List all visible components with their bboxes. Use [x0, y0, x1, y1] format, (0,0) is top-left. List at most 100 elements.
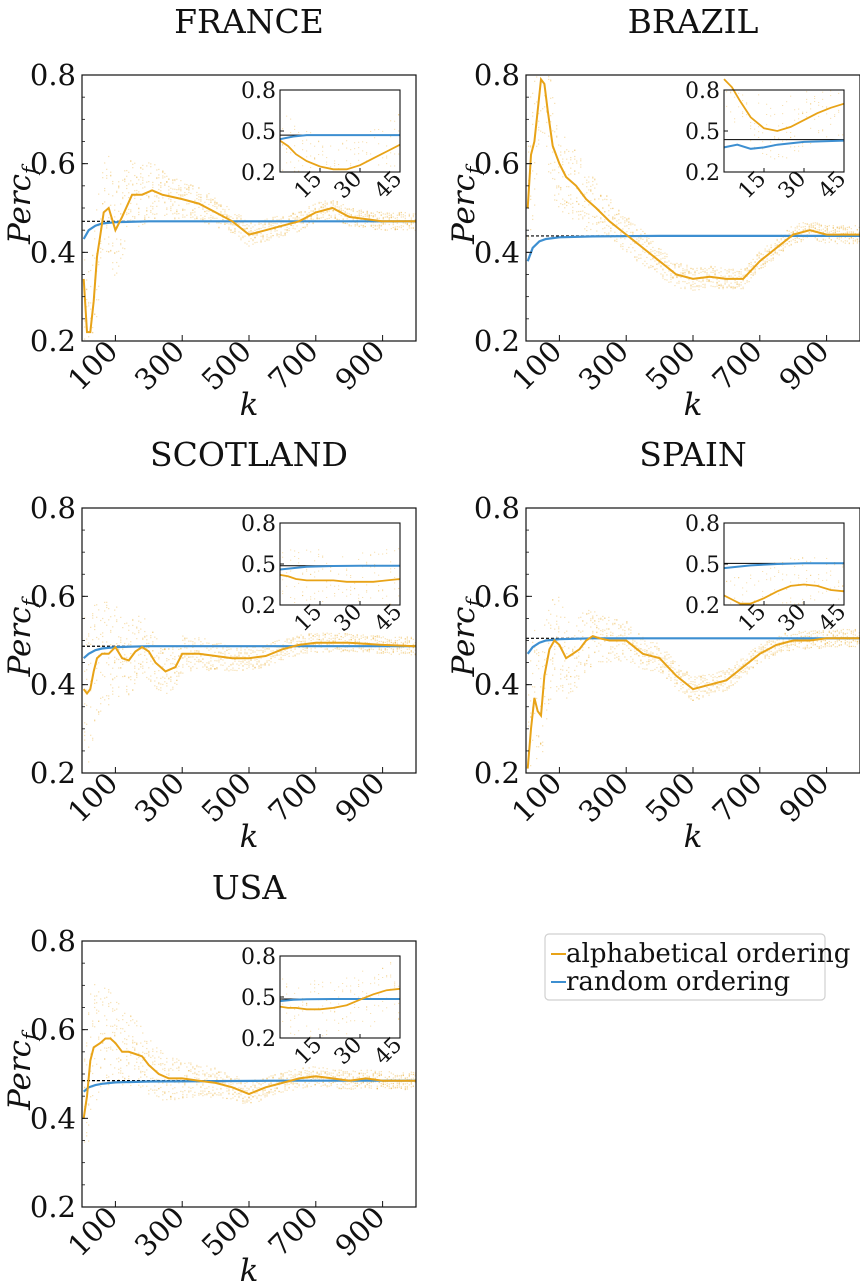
inset-run-dot	[286, 148, 288, 150]
run-dot	[128, 171, 130, 173]
run-dot	[408, 646, 410, 649]
inset-run-dot	[362, 150, 364, 152]
run-dot	[334, 634, 336, 636]
run-dot	[154, 680, 156, 682]
run-dot	[262, 236, 264, 238]
run-dot	[576, 656, 578, 658]
run-dot	[756, 254, 758, 256]
run-dot	[256, 234, 258, 237]
run-dot	[92, 739, 94, 741]
run-dot	[590, 665, 592, 668]
run-dot	[578, 214, 580, 216]
run-dot	[766, 261, 768, 263]
run-dot	[692, 268, 694, 270]
y-axis-label-base: Perc	[2, 174, 38, 245]
run-dot	[312, 638, 314, 640]
run-dot	[566, 674, 568, 676]
run-dot	[352, 210, 354, 213]
run-dot	[148, 642, 150, 645]
alphabetical-runs-cloud	[84, 601, 416, 763]
run-dot	[802, 239, 804, 241]
run-dot	[236, 656, 238, 658]
run-dot	[732, 286, 734, 288]
run-dot	[156, 638, 158, 640]
run-dot	[140, 653, 142, 655]
run-dot	[730, 668, 732, 671]
run-dot	[750, 273, 752, 276]
run-dot	[106, 250, 108, 253]
run-dot	[588, 647, 590, 649]
run-dot	[372, 212, 374, 214]
run-dot	[780, 649, 782, 651]
run-dot	[208, 210, 210, 212]
run-dot	[400, 637, 402, 639]
run-dot	[222, 664, 224, 666]
run-dot	[86, 638, 88, 640]
run-dot	[298, 637, 300, 639]
run-dot	[276, 233, 278, 235]
run-dot	[218, 657, 220, 659]
run-dot	[646, 649, 648, 651]
run-dot	[822, 228, 824, 230]
run-dot	[794, 642, 796, 644]
run-dot	[230, 655, 232, 657]
inset-run-dot	[342, 142, 344, 144]
run-dot	[796, 646, 798, 648]
run-dot	[626, 645, 628, 647]
run-dot	[684, 271, 686, 273]
run-dot	[574, 149, 576, 151]
inset-run-dot	[314, 560, 316, 562]
run-dot	[666, 274, 668, 276]
run-dot	[582, 620, 584, 622]
run-dot	[556, 187, 558, 189]
run-dot	[248, 655, 250, 657]
run-dot	[396, 647, 398, 650]
run-dot	[240, 218, 242, 220]
run-dot	[538, 112, 540, 115]
run-dot	[114, 677, 116, 679]
run-dot	[160, 182, 162, 184]
run-dot	[670, 677, 672, 679]
run-dot	[548, 702, 550, 705]
run-dot	[714, 266, 716, 268]
run-dot	[676, 262, 678, 265]
run-dot	[626, 622, 628, 624]
run-dot	[256, 654, 258, 656]
run-dot	[754, 271, 756, 273]
run-dot	[204, 665, 206, 667]
run-dot	[216, 643, 218, 645]
inset-run-dot	[810, 127, 812, 129]
run-dot	[832, 232, 834, 234]
inset-run-dot	[302, 573, 304, 575]
run-dot	[256, 233, 258, 235]
run-dot	[816, 239, 818, 241]
run-dot	[136, 673, 138, 675]
run-dot	[578, 210, 580, 213]
run-dot	[530, 195, 532, 197]
run-dot	[258, 657, 260, 659]
run-dot	[286, 229, 288, 231]
run-dot	[806, 234, 808, 236]
run-dot	[222, 652, 224, 655]
run-dot	[370, 225, 372, 227]
run-dot	[638, 647, 640, 649]
run-dot	[154, 656, 156, 659]
run-dot	[94, 604, 96, 607]
run-dot	[528, 151, 530, 153]
run-dot	[580, 164, 582, 166]
run-dot	[562, 161, 564, 163]
run-dot	[582, 216, 584, 218]
run-dot	[158, 168, 160, 171]
run-dot	[132, 163, 134, 165]
run-dot	[538, 736, 540, 738]
inset-run-dot	[382, 597, 384, 599]
run-dot	[282, 235, 284, 237]
run-dot	[276, 235, 278, 237]
run-dot	[714, 271, 716, 273]
run-dot	[252, 239, 254, 241]
run-dot	[310, 218, 312, 220]
run-dot	[390, 639, 392, 641]
run-dot	[678, 264, 680, 266]
run-dot	[694, 274, 696, 276]
run-dot	[190, 184, 192, 186]
